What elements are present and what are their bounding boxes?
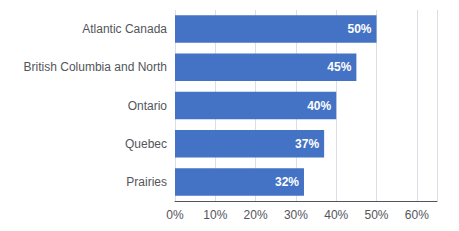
svg-text:32%: 32% <box>275 175 299 189</box>
svg-text:Ontario: Ontario <box>128 99 168 113</box>
svg-text:30%: 30% <box>284 208 308 222</box>
svg-text:50%: 50% <box>348 22 372 36</box>
svg-text:Quebec: Quebec <box>125 137 167 151</box>
svg-text:Prairies: Prairies <box>126 175 167 189</box>
svg-text:37%: 37% <box>295 137 319 151</box>
svg-text:50%: 50% <box>365 208 389 222</box>
svg-text:British Columbia and North: British Columbia and North <box>24 60 167 74</box>
svg-text:45%: 45% <box>327 60 351 74</box>
svg-text:10%: 10% <box>203 208 227 222</box>
svg-text:40%: 40% <box>307 99 331 113</box>
svg-text:20%: 20% <box>244 208 268 222</box>
svg-text:Atlantic Canada: Atlantic Canada <box>82 22 167 36</box>
svg-text:60%: 60% <box>405 208 429 222</box>
svg-text:0%: 0% <box>166 208 184 222</box>
svg-text:40%: 40% <box>324 208 348 222</box>
